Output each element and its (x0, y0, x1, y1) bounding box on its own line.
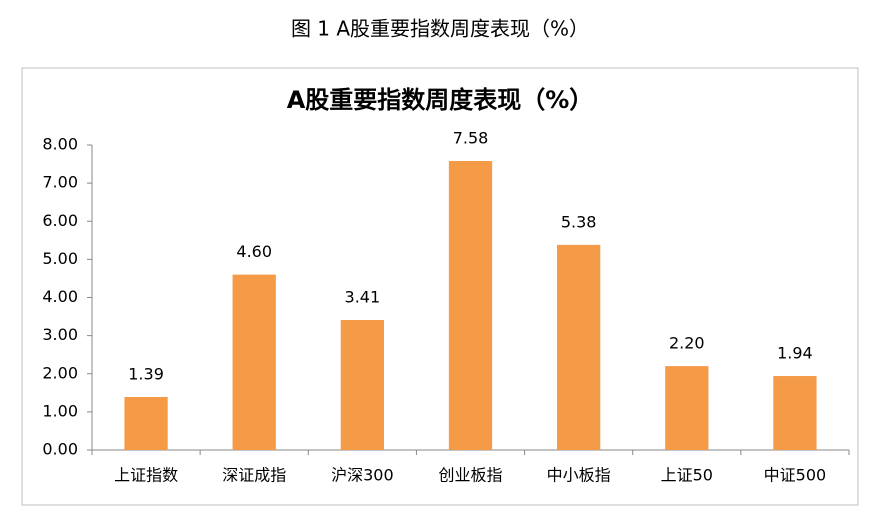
x-tick-label: 中小板指 (547, 466, 611, 485)
y-tick-label: 1.00 (42, 401, 78, 420)
y-tick-label: 8.00 (42, 135, 78, 154)
bar (340, 319, 384, 450)
bar (232, 274, 276, 450)
chart-title: A股重要指数周度表现（%） (287, 86, 594, 114)
x-tick-label: 创业板指 (438, 466, 502, 485)
y-tick-label: 4.00 (42, 287, 78, 306)
y-tick-label: 0.00 (42, 440, 78, 459)
x-tick-label: 中证500 (764, 466, 827, 485)
caption: 图 1 A股重要指数周度表现（%） (291, 17, 589, 41)
x-tick-label: 上证50 (661, 466, 713, 485)
y-tick-label: 6.00 (42, 211, 78, 230)
value-label: 2.20 (669, 334, 705, 353)
x-tick-label: 沪深300 (331, 466, 394, 485)
y-tick-label: 7.00 (42, 173, 78, 192)
value-label: 7.58 (453, 129, 489, 148)
y-tick-label: 5.00 (42, 249, 78, 268)
value-label: 5.38 (561, 212, 597, 231)
value-label: 3.41 (345, 287, 381, 306)
bar (124, 397, 168, 450)
bar (773, 376, 817, 450)
y-tick-label: 3.00 (42, 325, 78, 344)
x-tick-label: 深证成指 (222, 466, 286, 485)
value-label: 1.94 (777, 344, 813, 363)
bar (665, 366, 709, 450)
x-tick-label: 上证指数 (114, 466, 178, 485)
bar (557, 244, 601, 450)
y-tick-label: 2.00 (42, 363, 78, 382)
bar (448, 161, 493, 450)
value-label: 1.39 (128, 365, 164, 384)
value-label: 4.60 (236, 242, 272, 261)
